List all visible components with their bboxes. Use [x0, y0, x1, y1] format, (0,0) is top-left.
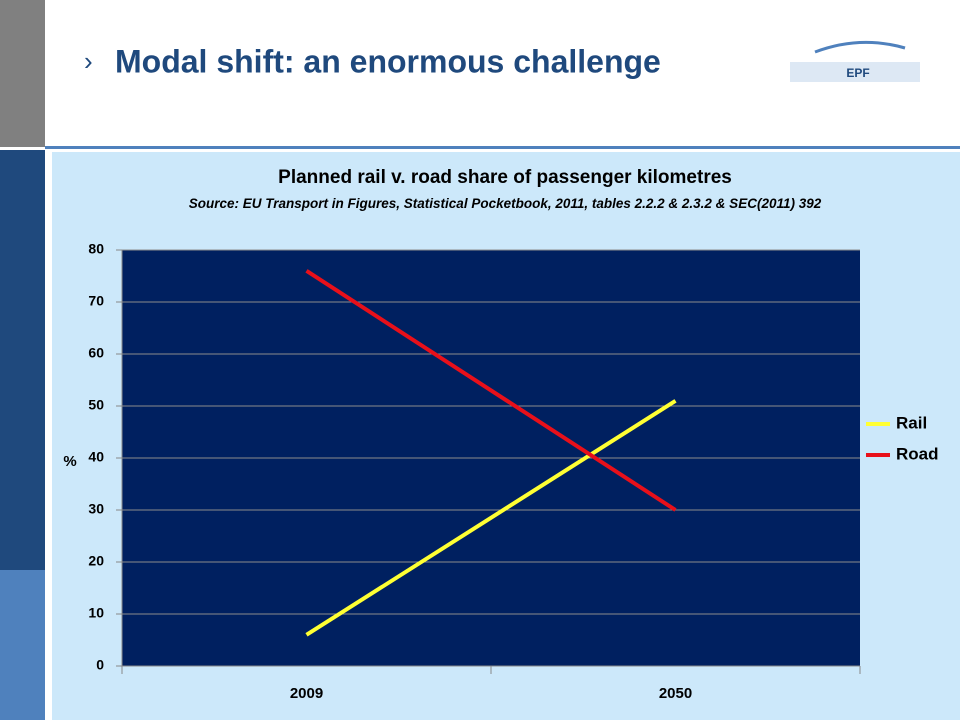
y-tick-label: 0	[96, 657, 104, 673]
side-bar-dark	[0, 150, 45, 570]
y-tick-label: 60	[88, 345, 104, 361]
line-series	[305, 269, 677, 512]
y-tick-label: 20	[88, 553, 104, 569]
chart-subtitle: Source: EU Transport in Figures, Statist…	[188, 196, 822, 211]
y-axis-label: %	[63, 453, 76, 470]
y-tick-label: 80	[88, 241, 104, 257]
x-tick-label: 2050	[659, 685, 692, 702]
side-bar-light	[0, 570, 45, 720]
y-tick-label: 10	[88, 605, 104, 621]
chart-title: Planned rail v. road share of passenger …	[278, 167, 732, 188]
logo-band	[790, 62, 920, 82]
side-bar-gray	[0, 0, 45, 147]
x-tick-label: 2009	[290, 685, 323, 702]
y-tick-label: 40	[88, 449, 104, 465]
y-tick-label: 30	[88, 501, 104, 517]
chevron: ›	[84, 46, 93, 76]
logo-swoosh	[814, 40, 906, 54]
header-rule	[45, 146, 960, 149]
logo: EPF	[778, 38, 928, 93]
logo-text: EPF	[846, 66, 869, 80]
slide-title: Modal shift: an enormous challenge	[115, 43, 661, 79]
legend-label: Road	[896, 444, 939, 463]
y-tick-label: 50	[88, 397, 104, 413]
line-series	[305, 399, 677, 637]
y-tick-label: 70	[88, 293, 104, 309]
legend-label: Rail	[896, 413, 927, 432]
